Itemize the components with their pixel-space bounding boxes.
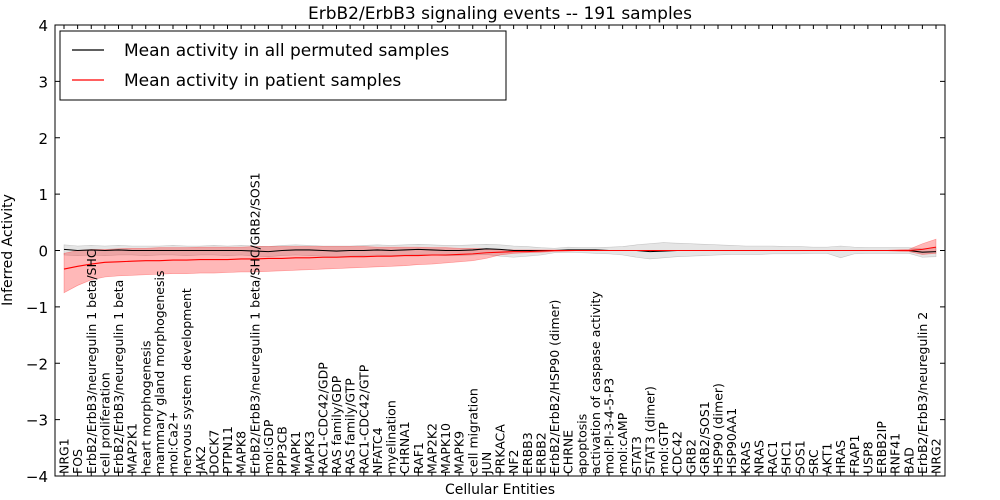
x-tick-label: RAF1 (411, 442, 426, 474)
y-tick-label: 0 (38, 243, 48, 261)
x-tick-label: FRAP1 (847, 435, 862, 474)
series-lines (63, 246, 937, 270)
line-patient (63, 246, 937, 270)
legend-box (59, 30, 507, 101)
y-tick-label: 1 (38, 186, 48, 204)
x-tick-label: ErbB2/ErbB3/neuregulin 1 beta/SHC (84, 249, 99, 474)
x-tick-label: CDC42 (670, 431, 685, 474)
x-tick-label: cell proliferation (97, 372, 112, 474)
x-tick-label: mol:PI-3-4-5-P3 (602, 378, 617, 474)
band-patient (63, 238, 937, 294)
x-tick-label: RAC1 (765, 441, 780, 474)
x-tick-label: AKT1 (820, 443, 835, 474)
x-tick-label: MAPK1 (288, 431, 303, 474)
x-tick-label: HRAS (833, 440, 848, 474)
x-tick-label: mol:GTP (656, 422, 671, 474)
y-tick-label: −1 (26, 299, 48, 317)
y-tick-label: −3 (26, 412, 48, 430)
x-tick-label: cell migration (465, 388, 480, 474)
x-tick-label: MAP2K2 (424, 423, 439, 474)
x-tick-label: HSP90 (dimer) (711, 383, 726, 474)
x-tick-label: JUN (479, 452, 494, 475)
legend: Mean activity in all permuted samples Me… (59, 30, 507, 101)
x-tick-label: MAPK9 (452, 431, 467, 474)
x-tick-label: RAC1-CDC42/GTP (356, 364, 371, 474)
x-tick-label: NF2 (506, 450, 521, 475)
x-tick-label: MAPK10 (438, 423, 453, 474)
x-tick-label: ERBB3 (520, 432, 535, 474)
x-tick-label: RAC1-CDC42/GDP (315, 362, 330, 474)
x-tick-label: ErbB2/ErbB3/neuregulin 1 beta (111, 280, 126, 474)
x-tick-label: NFATC4 (370, 427, 385, 474)
chart-title: ErbB2/ErbB3 signaling events -- 191 samp… (308, 4, 692, 24)
x-tick-label: ERBB2IP (874, 421, 889, 474)
x-tick-label: HSP90AA1 (724, 408, 739, 474)
x-axis-label: Cellular Entities (445, 482, 555, 498)
x-tick-label: NRAS (751, 440, 766, 474)
x-tick-label: RAS family/GDP (329, 375, 344, 474)
legend-label-patient: Mean activity in patient samples (124, 71, 401, 91)
x-tick-label: KRAS (738, 441, 753, 474)
y-tick-label: 3 (38, 73, 48, 91)
x-tick-label: PTPN11 (220, 426, 235, 474)
y-tick-label: 2 (38, 130, 48, 148)
x-tick-label: nervous system development (179, 288, 194, 474)
x-tick-label: myelination (384, 400, 399, 474)
x-tick-label: SHC1 (779, 440, 794, 474)
x-tick-label: STAT3 (dimer) (642, 386, 657, 474)
x-tick-label: MAPK3 (302, 431, 317, 474)
x-tick-label: CHRNA1 (397, 421, 412, 474)
x-tick-label: DOCK7 (206, 430, 221, 474)
x-tick-label: MAPK8 (234, 431, 249, 474)
x-tick-label: RAS family/GTP (343, 378, 358, 474)
x-tick-label: ErbB2/ErbB3/neuregulin 1 beta/SHC/GRB2/S… (247, 172, 262, 474)
x-tick-label: NRG2 (929, 438, 944, 474)
x-tick-label: ERBB2 (533, 432, 548, 474)
x-tick-label: heart morphogenesis (138, 341, 153, 475)
x-tick-label: MAP2K1 (125, 423, 140, 474)
x-tick-label: SOS1 (792, 440, 807, 474)
x-tick-label: activation of caspase activity (588, 291, 603, 474)
x-tick-label: mammary gland morphogenesis (152, 271, 167, 474)
x-tick-label: JAK2 (193, 446, 208, 475)
x-tick-label: PRKACA (493, 424, 508, 474)
x-tick-label: mol:Ca2+ (166, 412, 181, 474)
x-tick-label: STAT3 (629, 436, 644, 474)
x-tick-label: ErbB2/ErbB2/HSP90 (dimer) (547, 300, 562, 474)
y-axis: −4 −3 −2 −1 0 1 2 3 4 (26, 17, 945, 486)
x-tick-label: GRB2/SOS1 (697, 401, 712, 474)
x-tick-label: BAD (901, 447, 916, 474)
x-tick-label: mol:GDP (261, 419, 276, 474)
x-tick-label: GRB2 (683, 439, 698, 474)
x-tick-label: CHRNE (561, 430, 576, 474)
x-tick-label: PPP3CB (275, 426, 290, 474)
x-tick-label: USP8 (860, 441, 875, 474)
x-tick-label: ErbB2/ErbB3/neuregulin 2 (915, 312, 930, 474)
x-tick-label: SRC (806, 449, 821, 474)
confidence-bands (63, 238, 937, 294)
x-tick-label: RNF41 (888, 433, 903, 474)
y-tick-label: 4 (38, 17, 48, 35)
y-axis-label: Inferred Activity (0, 194, 16, 306)
y-tick-label: −2 (26, 355, 48, 373)
x-tick-label: NRG1 (57, 438, 72, 474)
legend-label-permuted: Mean activity in all permuted samples (124, 41, 449, 61)
band-permuted (63, 242, 937, 260)
x-tick-label: FOS (70, 449, 85, 474)
x-tick-label: mol:cAMP (615, 412, 630, 474)
x-tick-label: apoptosis (574, 414, 589, 474)
y-tick-label: −4 (26, 468, 48, 486)
